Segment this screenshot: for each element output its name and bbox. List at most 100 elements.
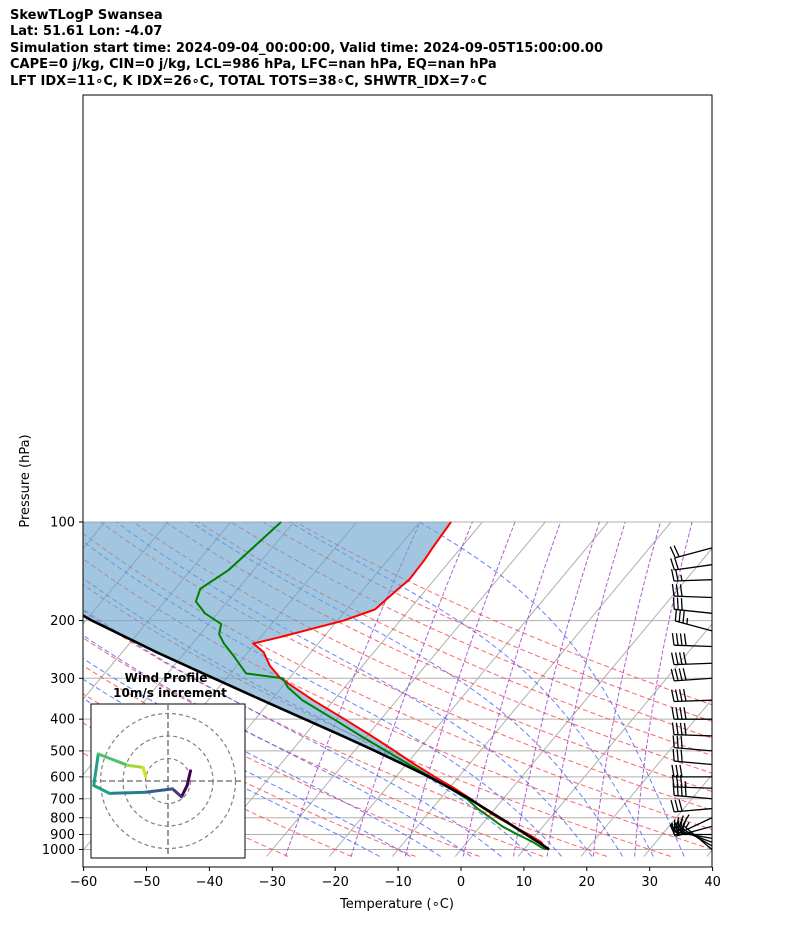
wind-barb-feather: [674, 668, 679, 681]
wind-barb-half-feather: [680, 825, 686, 831]
wind-barb-feather: [671, 722, 675, 735]
wind-barb: [670, 799, 713, 813]
wind-barb-feather: [670, 558, 675, 571]
x-tick-label: 20: [579, 875, 596, 890]
wind-barb-feather: [671, 764, 675, 777]
wind-barb: [670, 568, 713, 582]
wind-barb-feather: [682, 652, 687, 665]
y-tick-label: 500: [50, 744, 75, 759]
y-tick-label: 400: [50, 713, 75, 728]
moist-adiabat: [289, 521, 654, 857]
time-line: Simulation start time: 2024-09-04_00:00:…: [10, 40, 603, 56]
wind-barb-feather: [672, 748, 675, 762]
wind-barb-feather: [670, 823, 679, 835]
hodograph-trace-segment: [126, 763, 145, 769]
wind-barb-feather: [678, 799, 683, 812]
wind-barb-feather: [671, 583, 675, 597]
hodograph-subtitle: 10m/s increment: [113, 686, 227, 700]
wind-barb-feather: [678, 689, 683, 702]
x-tick-label: 40: [704, 875, 721, 890]
wind-barb-feather: [673, 821, 682, 833]
wind-barb: [671, 764, 712, 778]
wind-barb-feather: [678, 652, 683, 665]
wind-barb: [669, 545, 713, 559]
wind-barb-staff: [674, 677, 713, 682]
wind-barb-feather: [683, 633, 687, 646]
wind-barb-staff: [675, 825, 713, 837]
wind-barb-feather: [679, 633, 683, 646]
wind-barb-feather: [679, 764, 683, 777]
mixing-ratio-line: [634, 521, 693, 857]
wind-barb-half-feather: [680, 574, 683, 581]
wind-barbs: [669, 545, 713, 850]
wind-barb-staff: [674, 699, 713, 703]
wind-barb-half-feather: [685, 822, 690, 828]
wind-barb: [672, 597, 713, 614]
wind-barb-feather: [676, 749, 679, 762]
wind-barb-feather: [670, 652, 675, 665]
moist-adiabat: [83, 540, 563, 857]
wind-barb-feather: [679, 722, 683, 735]
wind-barb-feather: [671, 633, 675, 646]
isotherm-line: [203, 521, 483, 857]
wind-barb-feather: [670, 799, 675, 813]
wind-barb-feather: [675, 707, 679, 720]
chart-title: SkewTLogP Swansea: [10, 8, 163, 23]
wind-barb-feather: [669, 824, 676, 837]
wind-barb: [671, 707, 712, 720]
hodograph-trace-segment: [180, 784, 189, 799]
wind-barb-staff: [674, 760, 713, 766]
wind-barb-feather: [675, 633, 679, 646]
x-tick-label: 0: [457, 875, 465, 890]
hodograph-trace-segment: [96, 752, 129, 767]
profiles: [83, 521, 550, 851]
wind-barb-feather: [672, 735, 675, 748]
wind-barb-staff: [674, 662, 713, 666]
wind-barb-feather: [679, 818, 683, 831]
x-tick-label: −50: [133, 875, 160, 890]
wind-barb-staff: [675, 547, 713, 559]
moist-adiabat: [83, 577, 532, 857]
wind-barb: [671, 633, 713, 648]
y-tick-label: 600: [50, 770, 75, 785]
isotherm-line: [706, 849, 712, 857]
isotherm-line: [643, 773, 712, 857]
y-axis-label: Pressure (hPa): [18, 434, 33, 527]
dewpoint-line: [194, 521, 547, 851]
x-tick-label: −40: [196, 875, 223, 890]
wind-barb-feather: [680, 597, 683, 611]
dry-adiabat: [83, 637, 544, 857]
dry-adiabat: [100, 521, 712, 811]
location-line: Lat: 51.61 Lon: -4.07: [10, 24, 163, 40]
isotherm-line: [580, 698, 712, 857]
y-tick-label: 900: [50, 828, 75, 843]
isotherm-line: [454, 547, 712, 857]
wind-barb-staff: [674, 733, 713, 737]
wind-barb-feather: [675, 722, 679, 735]
x-tick-label: −60: [70, 875, 97, 890]
wind-barb: [670, 817, 713, 835]
wind-barb: [670, 668, 713, 682]
wind-barb-feather: [669, 546, 676, 559]
wind-barb-feather: [675, 584, 679, 597]
wind-barb-feather: [682, 689, 687, 702]
dry-adiabat: [83, 664, 480, 857]
mixing-ratio-line: [284, 521, 421, 857]
hodograph-trace-segment: [185, 769, 192, 787]
wind-barb-feather: [678, 609, 681, 623]
moist-adiabat: [83, 634, 472, 857]
hodograph-title: Wind Profile: [125, 671, 208, 685]
wind-barb-feather: [680, 749, 683, 762]
isotherm-line: [0, 522, 42, 856]
mixing-ratio-line: [462, 521, 561, 857]
x-tick-label: 10: [516, 875, 533, 890]
wind-barb: [672, 735, 713, 752]
hodograph-trace-segment: [92, 752, 100, 787]
wind-barb-feather: [676, 735, 679, 748]
wind-barb-feather: [680, 736, 683, 749]
chart-header: SkewTLogP Swansea Lat: 51.61 Lon: -4.07 …: [10, 8, 603, 90]
isotherm-line: [770, 522, 794, 856]
wind-barb-staff: [674, 595, 713, 599]
wind-barb-staff: [674, 746, 713, 752]
